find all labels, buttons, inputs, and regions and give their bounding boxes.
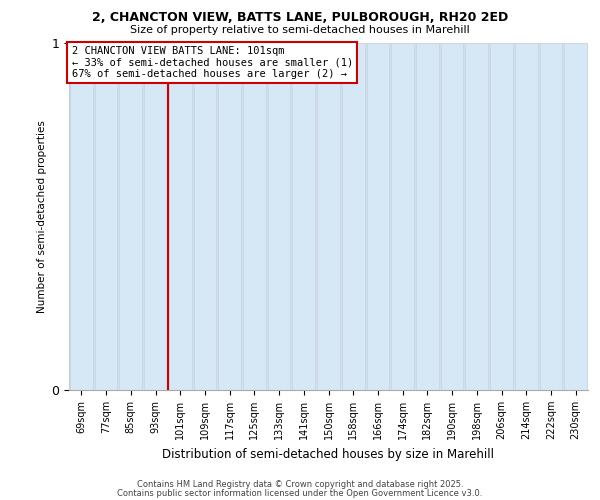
- Bar: [539, 42, 562, 390]
- Bar: [169, 42, 191, 390]
- Bar: [243, 42, 266, 390]
- Bar: [391, 42, 414, 390]
- Text: 2, CHANCTON VIEW, BATTS LANE, PULBOROUGH, RH20 2ED: 2, CHANCTON VIEW, BATTS LANE, PULBOROUGH…: [92, 11, 508, 24]
- Bar: [416, 42, 439, 390]
- Bar: [490, 42, 513, 390]
- Text: Contains public sector information licensed under the Open Government Licence v3: Contains public sector information licen…: [118, 488, 482, 498]
- Bar: [564, 42, 587, 390]
- Bar: [144, 42, 167, 390]
- Bar: [515, 42, 538, 390]
- Bar: [342, 42, 365, 390]
- Bar: [367, 42, 389, 390]
- Text: 2 CHANCTON VIEW BATTS LANE: 101sqm
← 33% of semi-detached houses are smaller (1): 2 CHANCTON VIEW BATTS LANE: 101sqm ← 33%…: [71, 46, 353, 79]
- Bar: [194, 42, 216, 390]
- Y-axis label: Number of semi-detached properties: Number of semi-detached properties: [37, 120, 47, 312]
- Bar: [268, 42, 290, 390]
- Bar: [441, 42, 463, 390]
- Bar: [119, 42, 142, 390]
- X-axis label: Distribution of semi-detached houses by size in Marehill: Distribution of semi-detached houses by …: [163, 448, 494, 460]
- Text: Size of property relative to semi-detached houses in Marehill: Size of property relative to semi-detach…: [130, 25, 470, 35]
- Text: Contains HM Land Registry data © Crown copyright and database right 2025.: Contains HM Land Registry data © Crown c…: [137, 480, 463, 489]
- Bar: [292, 42, 315, 390]
- Bar: [317, 42, 340, 390]
- Bar: [70, 42, 93, 390]
- Bar: [218, 42, 241, 390]
- Bar: [466, 42, 488, 390]
- Bar: [95, 42, 118, 390]
